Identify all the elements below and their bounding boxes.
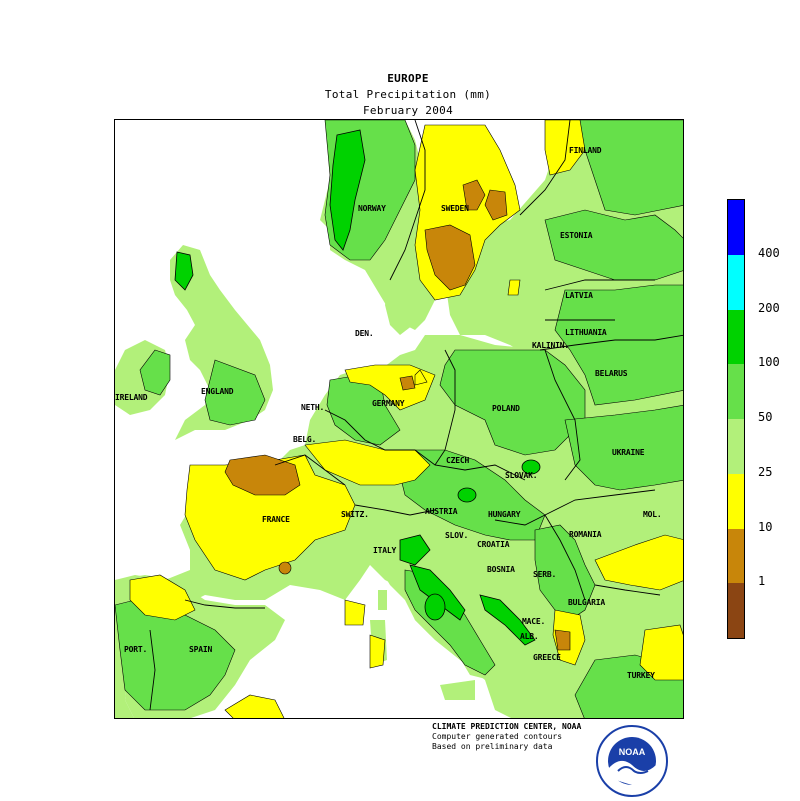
label-france: FRANCE [262, 515, 290, 524]
legend-threshold-label: 100 [758, 355, 780, 370]
label-belgium: BELG. [293, 435, 317, 444]
legend-bin [728, 309, 744, 365]
label-finland: FINLAND [569, 146, 602, 155]
legend-threshold-label: 200 [758, 300, 780, 315]
label-macedonia: MACE. [522, 617, 546, 626]
credit-line-3: Based on preliminary data [432, 742, 553, 751]
legend-threshold-label: 25 [758, 464, 773, 479]
legend-bin [728, 473, 744, 529]
label-portugal: PORT. [124, 645, 148, 654]
label-netherlands: NETH. [301, 403, 325, 412]
label-turkey: TURKEY [627, 671, 655, 680]
label-italy: ITALY [373, 546, 397, 555]
label-spain: SPAIN [189, 645, 213, 654]
label-moldova: MOL. [643, 510, 662, 519]
legend-threshold-label: 50 [758, 410, 773, 424]
legend-bin [728, 528, 744, 584]
map-period: February 2004 [363, 104, 453, 117]
label-sweden: SWEDEN [441, 204, 469, 213]
legend-bin [728, 364, 744, 419]
label-serbia: SERB. [533, 570, 557, 579]
label-estonia: ESTONIA [560, 231, 593, 240]
label-slovenia: SLOV. [445, 531, 469, 540]
legend-threshold-label: 1 [758, 574, 766, 589]
country-borders [149, 120, 683, 711]
label-lithuania: LITHUANIA [565, 328, 607, 337]
label-slovakia: SLOVAK. [505, 471, 538, 480]
map-title: EUROPE [387, 72, 429, 85]
map-canvas [115, 120, 683, 718]
label-norway: NORWAY [358, 204, 386, 213]
label-ukraine: UKRAINE [612, 448, 645, 457]
label-kaliningrad: KALININ. [532, 341, 569, 350]
label-bosnia: BOSNIA [487, 565, 515, 574]
legend-bin [728, 254, 744, 310]
label-switzerland: SWITZ. [341, 510, 369, 519]
label-germany: GERMANY [372, 399, 405, 408]
legend-bin [728, 200, 744, 255]
label-greece: GREECE [533, 653, 561, 662]
precipitation-map: NORWAY SWEDEN FINLAND ESTONIA LATVIA LIT… [114, 119, 684, 719]
precipitation-legend [727, 199, 745, 639]
precip-50-100 [115, 120, 683, 718]
map-subtitle: Total Precipitation (mm) [324, 88, 492, 101]
precip-100-200 [174, 129, 541, 646]
label-czech: CZECH [446, 456, 470, 465]
label-poland: POLAND [492, 404, 520, 413]
credit-line-1: CLIMATE PREDICTION CENTER, NOAA [432, 722, 582, 731]
label-romania: ROMANIA [569, 530, 602, 539]
legend-threshold-label: 10 [758, 519, 773, 534]
legend-bin [728, 583, 744, 638]
label-hungary: HUNGARY [488, 510, 521, 519]
label-austria: AUSTRIA [425, 507, 458, 516]
label-bulgaria: BULGARIA [568, 598, 605, 607]
legend-threshold-label: 400 [758, 245, 780, 260]
legend-bin [728, 419, 744, 474]
noaa-logo: NOAA [596, 725, 668, 797]
label-ireland: IRELAND [115, 393, 148, 402]
precip-1-10 [224, 179, 571, 651]
label-england: ENGLAND [201, 387, 234, 396]
label-albania: ALB. [520, 632, 539, 641]
svg-text:NOAA: NOAA [619, 747, 646, 757]
credit-line-2: Computer generated contours [432, 732, 563, 741]
label-denmark: DEN. [355, 329, 374, 338]
label-latvia: LATVIA [565, 291, 593, 300]
label-belarus: BELARUS [595, 369, 628, 378]
label-croatia: CROATIA [477, 540, 510, 549]
